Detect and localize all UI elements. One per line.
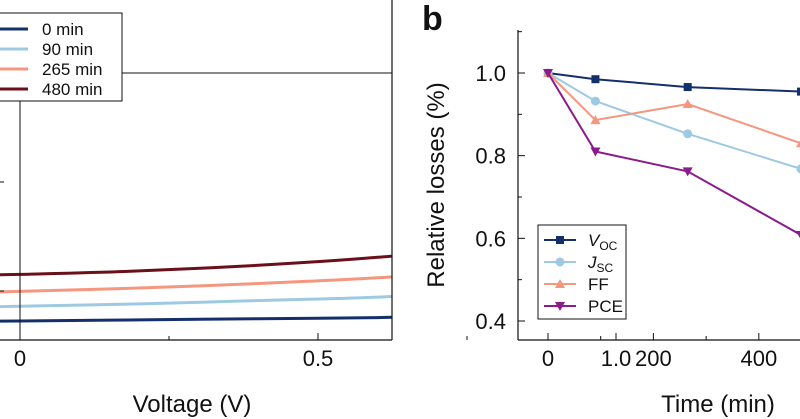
series-line-ff bbox=[547, 72, 800, 145]
series-line-pce bbox=[547, 72, 800, 236]
panel-b-y-tick-label: 0.8 bbox=[475, 144, 506, 169]
legend-marker-voc bbox=[556, 236, 564, 244]
data-point-voc bbox=[797, 87, 800, 96]
panel-b-y-tick-label: 1.0 bbox=[475, 61, 506, 86]
data-point-ff bbox=[796, 140, 800, 148]
legend-label-265-min: 265 min bbox=[42, 60, 102, 79]
data-point-pce bbox=[682, 167, 693, 177]
panel-a-curves bbox=[0, 254, 392, 323]
data-point-pce bbox=[796, 231, 800, 239]
data-point-ff bbox=[590, 115, 601, 125]
data-point-jsc bbox=[590, 96, 600, 106]
legend-label-pce: PCE bbox=[588, 297, 623, 316]
data-point-ff bbox=[682, 99, 693, 108]
panel-b-x-tick-label: 400 bbox=[740, 346, 777, 371]
panel-b-y-tick-label: 0.6 bbox=[475, 226, 506, 251]
series-line-voc bbox=[547, 72, 800, 93]
legend-marker-jsc bbox=[555, 257, 565, 267]
legend-label-main: V bbox=[588, 231, 601, 250]
data-point-pce bbox=[543, 69, 553, 78]
panel-b-y-ticks: 0.4 0.6 0.8 1.0 bbox=[475, 31, 525, 334]
panel-b-x-tick-label: 0 bbox=[542, 346, 554, 371]
legend-label-main: J bbox=[587, 253, 597, 272]
jv-curve-265-min bbox=[0, 275, 392, 294]
panel-a-x-ticks: 0 0.5 1.0 bbox=[14, 333, 631, 371]
legend-label-subscript: SC bbox=[597, 261, 614, 275]
data-point-jsc bbox=[683, 129, 693, 139]
legend-label-480-min: 480 min bbox=[42, 80, 102, 99]
series-line-jsc bbox=[547, 72, 800, 170]
legend-label-jsc: JSC bbox=[587, 253, 614, 275]
data-point-voc bbox=[591, 75, 600, 84]
panel-a-x-tick-label: 0.5 bbox=[303, 346, 334, 371]
legend-label-90-min: 90 min bbox=[42, 40, 93, 59]
legend-marker-pce bbox=[555, 302, 565, 311]
jv-curve-90-min bbox=[0, 294, 392, 309]
panel-b-x-ticks: 0 200 400 bbox=[542, 333, 777, 371]
legend-marker-ff bbox=[555, 279, 565, 288]
data-point-voc bbox=[683, 83, 692, 92]
legend-label-subscript: OC bbox=[599, 239, 617, 253]
legend-label-0-min: 0 min bbox=[42, 20, 84, 39]
panel-b-x-axis-label: Time (min) bbox=[661, 391, 775, 418]
legend-label-voc: VOC bbox=[588, 231, 618, 253]
panel-b-letter: b bbox=[422, 0, 443, 38]
panel-a-x-tick-label: 1.0 bbox=[601, 346, 632, 371]
legend-label-ff: FF bbox=[588, 275, 609, 294]
panel-b-x-tick-label: 200 bbox=[635, 346, 672, 371]
jv-curve-0-min bbox=[0, 315, 392, 323]
panel-a-x-axis-label: Voltage (V) bbox=[133, 391, 252, 418]
panel-b-series bbox=[543, 68, 800, 239]
data-point-jsc bbox=[796, 164, 800, 174]
panel-a-x-tick-label: 0 bbox=[14, 346, 26, 371]
jv-curve-480-min bbox=[0, 254, 392, 277]
data-point-pce bbox=[590, 147, 601, 157]
panel-b-y-axis-label: Relative losses (%) bbox=[423, 82, 450, 287]
panel-b-y-tick-label: 0.4 bbox=[475, 309, 506, 334]
